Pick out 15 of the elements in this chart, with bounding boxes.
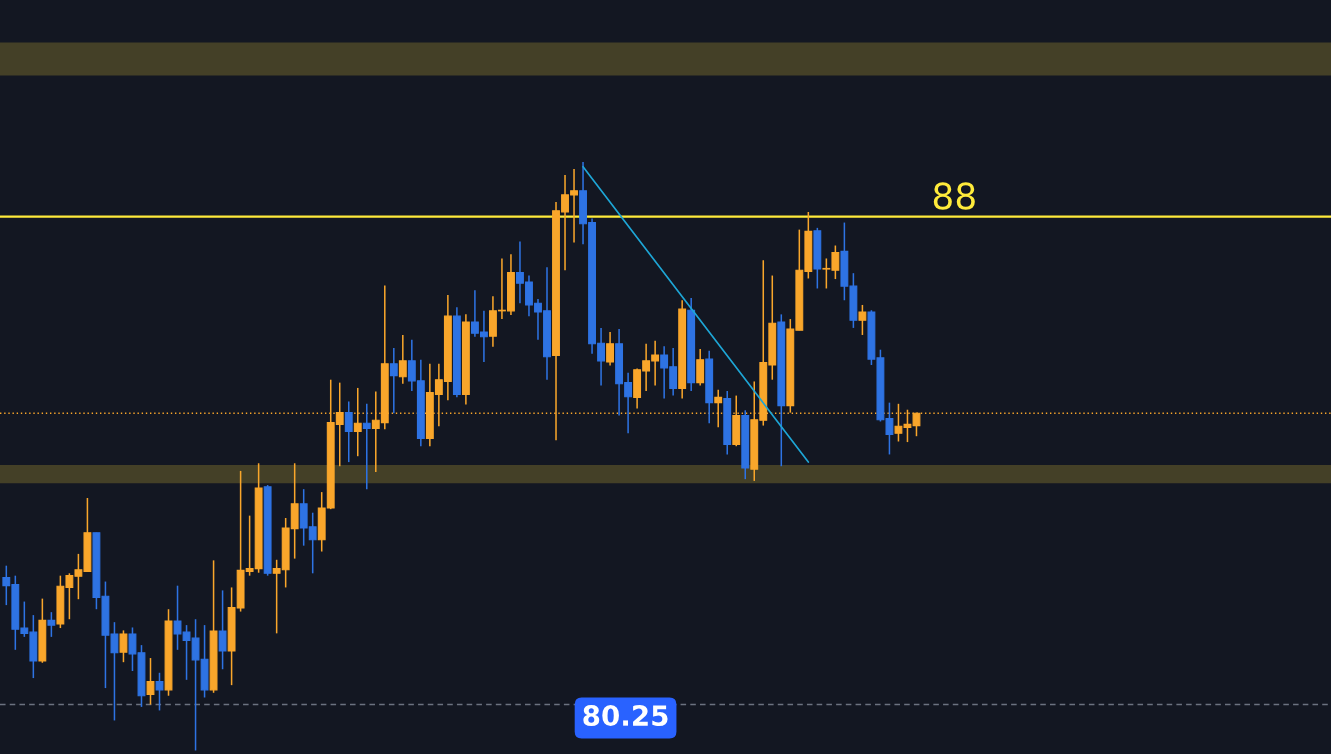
candlestick — [344, 400, 353, 463]
candlestick — [362, 403, 371, 490]
candlestick — [606, 331, 615, 367]
candlestick — [119, 629, 128, 663]
candlestick — [858, 304, 867, 336]
candlestick — [47, 611, 56, 638]
candlestick — [389, 347, 398, 415]
candlestick — [398, 334, 407, 385]
candlestick — [155, 672, 164, 712]
annotation: 80.25 — [583, 705, 668, 727]
candlestick — [714, 388, 723, 429]
candlestick — [696, 348, 705, 387]
candlestick — [146, 657, 155, 706]
annotation: 88 — [933, 182, 975, 210]
candlestick — [218, 589, 227, 671]
